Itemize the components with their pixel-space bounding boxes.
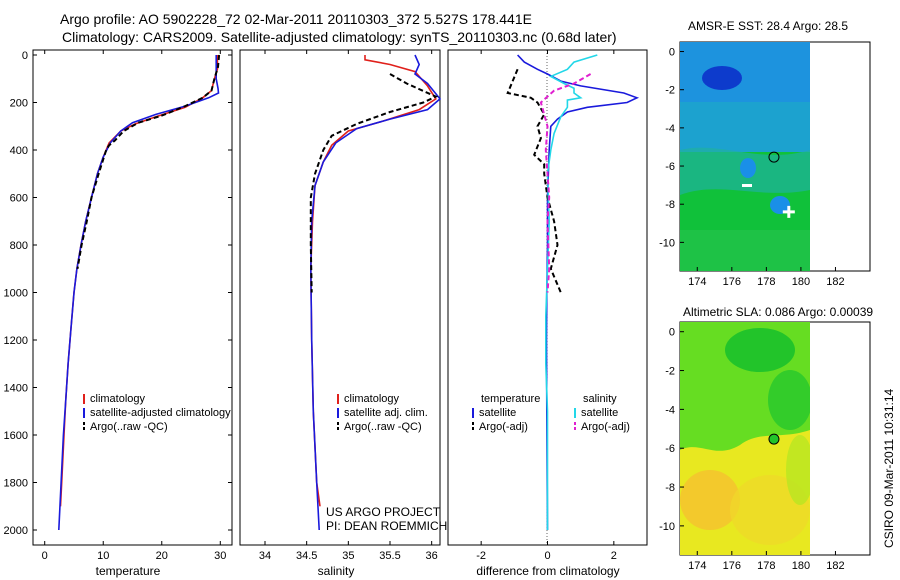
difference-tick-labels: -2 0 2 — [476, 50, 617, 562]
map-y-tick-label: -4 — [665, 404, 675, 416]
series-line — [544, 54, 598, 530]
sst-cross-marker — [782, 205, 795, 218]
map-y-tick-label: -4 — [665, 123, 675, 135]
legend-label: satellite — [479, 407, 516, 419]
salinity-tick-labels: 34 34.5 35 35.5 36 — [259, 50, 438, 562]
y-tick-label: 1200 — [4, 335, 28, 347]
x-tick-label: 35.5 — [379, 550, 400, 562]
sst-dash-marker — [742, 184, 752, 187]
legend-label: Argo(-adj) — [581, 421, 630, 433]
series-line — [506, 68, 562, 293]
x-tick-label: 34 — [259, 550, 271, 562]
sla-argo-marker — [768, 433, 780, 445]
salinity-legend: climatology satellite adj. clim. Argo(..ra… — [337, 393, 428, 433]
map-y-tick-label: -10 — [659, 237, 675, 249]
y-tick-label: 0 — [22, 50, 28, 62]
legend-label: satellite-adjusted climatology — [90, 407, 231, 419]
y-tick-label: 1400 — [4, 383, 28, 395]
legend-header: salinity — [583, 393, 617, 405]
series-line — [309, 73, 439, 293]
temperature-series — [58, 54, 221, 531]
difference-legend: temperature salinity satellite Argo(-adj) sa… — [472, 393, 630, 433]
figure-title-line1: Argo profile: AO 5902228_72 02-Mar-2011 … — [60, 11, 532, 27]
sst-field — [680, 42, 810, 271]
credit-label: CSIRO 09-Mar-2011 10:31:14 — [882, 388, 896, 548]
sst-tick-labels: 174 176 178 180 182 0 -2 -4 -6 -8 -10 — [659, 47, 845, 288]
y-tick-label: 200 — [10, 98, 28, 110]
x-tick-label: 34.5 — [296, 550, 317, 562]
map-x-tick-label: 176 — [723, 560, 741, 572]
sst-map-panel: AMSR-E SST: 28.4 Argo: 28.5 174 176 178 180… — [659, 19, 871, 288]
sla-tick-labels: 174 176 178 180 182 0 -2 -4 -6 -8 -10 — [659, 327, 845, 572]
y-tick-label: 600 — [10, 193, 28, 205]
y-tick-label: 1600 — [4, 430, 28, 442]
map-x-tick-label: 176 — [723, 276, 741, 288]
sst-argo-marker — [768, 151, 780, 163]
x-tick-label: 36 — [426, 550, 438, 562]
legend-label: climatology — [90, 393, 146, 405]
legend-label: satellite adj. clim. — [344, 407, 428, 419]
map-y-tick-label: -8 — [665, 482, 675, 494]
map-y-tick-label: 0 — [669, 327, 675, 339]
map-x-tick-label: 174 — [688, 276, 706, 288]
series-line — [309, 54, 442, 531]
salinity-series — [309, 54, 442, 531]
salinity-xlabel: salinity — [318, 564, 355, 578]
x-tick-label: 35 — [342, 550, 354, 562]
map-y-tick-label: -2 — [665, 85, 675, 97]
legend-label: Argo(..raw -QC) — [90, 421, 168, 433]
map-x-tick-label: 180 — [792, 560, 810, 572]
y-tick-label: 400 — [10, 145, 28, 157]
temperature-legend: climatology satellite-adjusted climatolog… — [83, 393, 231, 433]
map-x-tick-label: 178 — [757, 560, 775, 572]
x-tick-label: 20 — [156, 550, 168, 562]
difference-panel: -2 0 2 difference from climatology tempera… — [447, 49, 648, 578]
temperature-xlabel: temperature — [96, 564, 161, 578]
x-tick-label: 2 — [611, 550, 617, 562]
sst-map-title: AMSR-E SST: 28.4 Argo: 28.5 — [688, 19, 848, 33]
x-tick-label: 0 — [544, 550, 550, 562]
legend-label: climatology — [344, 393, 400, 405]
legend-label: Argo(..raw -QC) — [344, 421, 422, 433]
y-tick-label: 2000 — [4, 525, 28, 537]
salinity-panel: 34 34.5 35 35.5 36 salinity climatology satel… — [239, 49, 447, 578]
x-tick-label: 30 — [214, 550, 226, 562]
map-y-tick-label: -2 — [665, 366, 675, 378]
y-tick-label: 800 — [10, 240, 28, 252]
series-line — [539, 73, 592, 293]
map-x-tick-label: 182 — [826, 276, 844, 288]
x-tick-label: 10 — [97, 550, 109, 562]
x-tick-label: -2 — [476, 550, 486, 562]
sla-map-panel: Altimetric SLA: 0.086 Argo: 0.00039 174 1… — [659, 305, 873, 572]
legend-label: Argo(-adj) — [479, 421, 528, 433]
salinity-axes-box — [239, 49, 441, 546]
y-tick-label: 1000 — [4, 288, 28, 300]
map-x-tick-label: 178 — [757, 276, 775, 288]
temperature-axes-box — [32, 49, 233, 546]
sla-map-title: Altimetric SLA: 0.086 Argo: 0.00039 — [683, 305, 873, 319]
sla-field — [680, 322, 810, 555]
map-y-tick-label: -8 — [665, 199, 675, 211]
y-tick-label: 1800 — [4, 478, 28, 490]
map-y-tick-label: -6 — [665, 161, 675, 173]
project-label: US ARGO PROJECT — [326, 505, 441, 519]
map-y-tick-label: 0 — [669, 47, 675, 59]
legend-label: satellite — [581, 407, 618, 419]
difference-xlabel: difference from climatology — [476, 564, 619, 578]
map-x-tick-label: 174 — [688, 560, 706, 572]
map-x-tick-label: 182 — [826, 560, 844, 572]
legend-header: temperature — [481, 393, 540, 405]
map-x-tick-label: 180 — [792, 276, 810, 288]
map-y-tick-label: -6 — [665, 443, 675, 455]
temperature-tick-labels: 0 10 20 30 — [42, 50, 226, 562]
series-line — [76, 54, 221, 269]
map-y-tick-label: -10 — [659, 521, 675, 533]
pi-label: PI: DEAN ROEMMICH — [326, 519, 447, 533]
figure-title-line2: Climatology: CARS2009. Satellite-adjuste… — [62, 29, 617, 45]
x-tick-label: 0 — [42, 550, 48, 562]
difference-series — [506, 54, 640, 531]
